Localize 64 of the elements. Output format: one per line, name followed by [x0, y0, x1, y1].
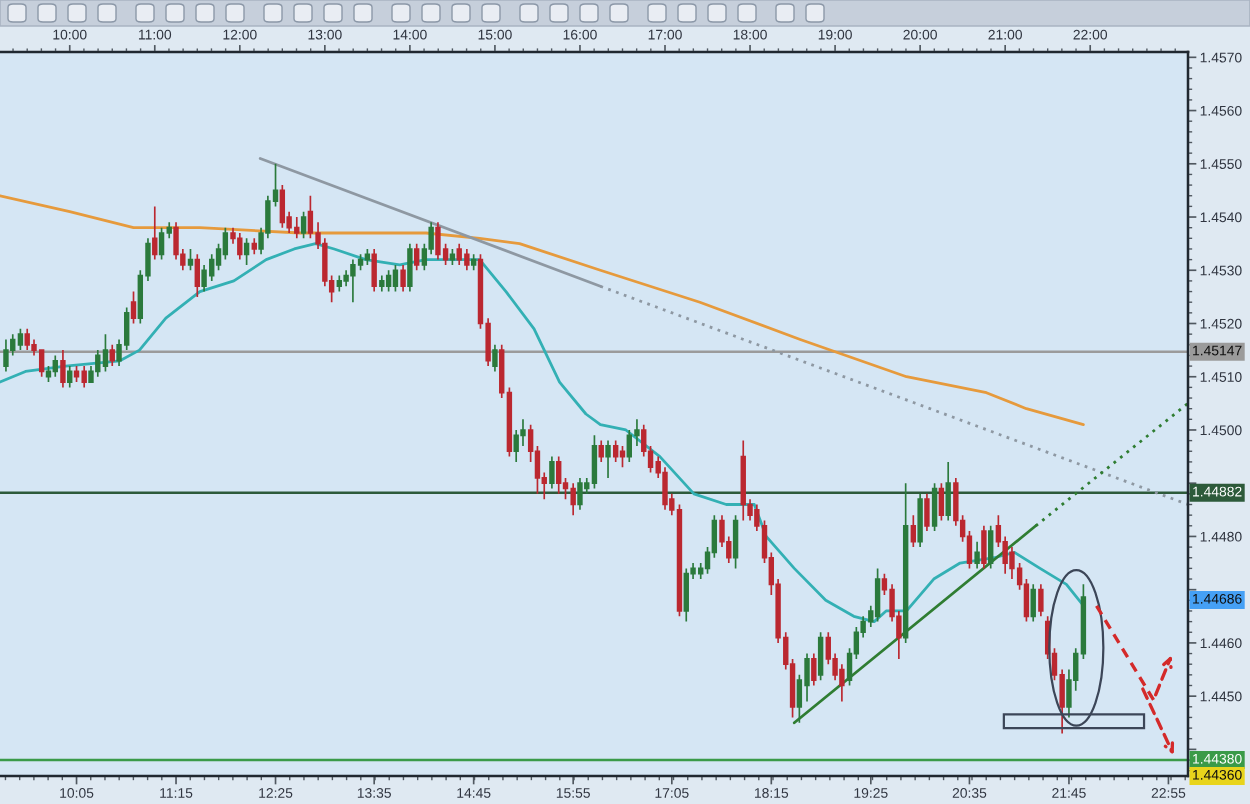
candlestick — [683, 567, 689, 623]
candlestick — [379, 274, 385, 293]
candlestick — [364, 248, 371, 266]
line-series — [0, 242, 1085, 624]
candlestick — [817, 631, 824, 682]
candlestick — [294, 216, 300, 240]
candlestick — [3, 338, 9, 373]
candlestick — [605, 439, 611, 479]
candlestick — [910, 514, 917, 548]
candlestick — [874, 567, 881, 623]
candlestick — [945, 461, 951, 522]
candlestick — [67, 365, 73, 389]
candlestick — [279, 184, 286, 229]
candlestick — [60, 349, 66, 389]
candlestick — [130, 290, 137, 325]
candlestick — [17, 327, 24, 351]
candlestick — [413, 242, 420, 272]
candlestick — [194, 253, 200, 298]
candlestick — [152, 205, 158, 261]
candlestick — [243, 237, 250, 266]
candlestick — [981, 524, 987, 570]
candlestick — [24, 327, 30, 351]
candlestick — [237, 232, 243, 261]
candlestick — [492, 343, 498, 373]
candlestick — [400, 264, 406, 293]
candlestick — [300, 210, 307, 240]
candlestick — [577, 477, 583, 511]
candlestick — [109, 343, 115, 367]
candlestick — [385, 269, 392, 293]
candlestick — [464, 248, 470, 272]
candlestick — [336, 274, 343, 293]
candlestick — [732, 514, 739, 570]
candlestick — [740, 439, 746, 522]
candlestick — [251, 237, 257, 256]
candlestick — [435, 221, 441, 261]
candlestick — [619, 445, 626, 469]
candlestick — [974, 540, 980, 570]
candlestick — [371, 248, 377, 293]
candlestick — [73, 365, 80, 383]
candlestick — [917, 493, 923, 548]
candlestick — [598, 439, 604, 463]
candlestick — [350, 258, 356, 304]
candlestick — [81, 365, 87, 389]
line-series — [0, 194, 1085, 427]
candlestick — [1030, 583, 1036, 623]
candlestick — [470, 253, 477, 272]
candlestick — [549, 455, 555, 490]
candlestick — [407, 242, 413, 293]
candlestick — [556, 455, 562, 495]
candlestick — [52, 354, 58, 378]
candlestick — [811, 652, 817, 687]
candlestick — [1038, 583, 1044, 618]
candlestick — [570, 482, 576, 516]
candlestick — [392, 264, 399, 293]
candlestick — [591, 434, 598, 490]
candlestick — [456, 242, 462, 266]
candlestick — [449, 248, 456, 266]
candlestick — [931, 482, 938, 532]
candlestick — [938, 482, 945, 522]
candlestick — [924, 493, 930, 532]
candlestick — [612, 439, 619, 463]
candlestick — [158, 226, 165, 261]
candlestick — [102, 333, 109, 373]
candlestick — [187, 248, 194, 272]
